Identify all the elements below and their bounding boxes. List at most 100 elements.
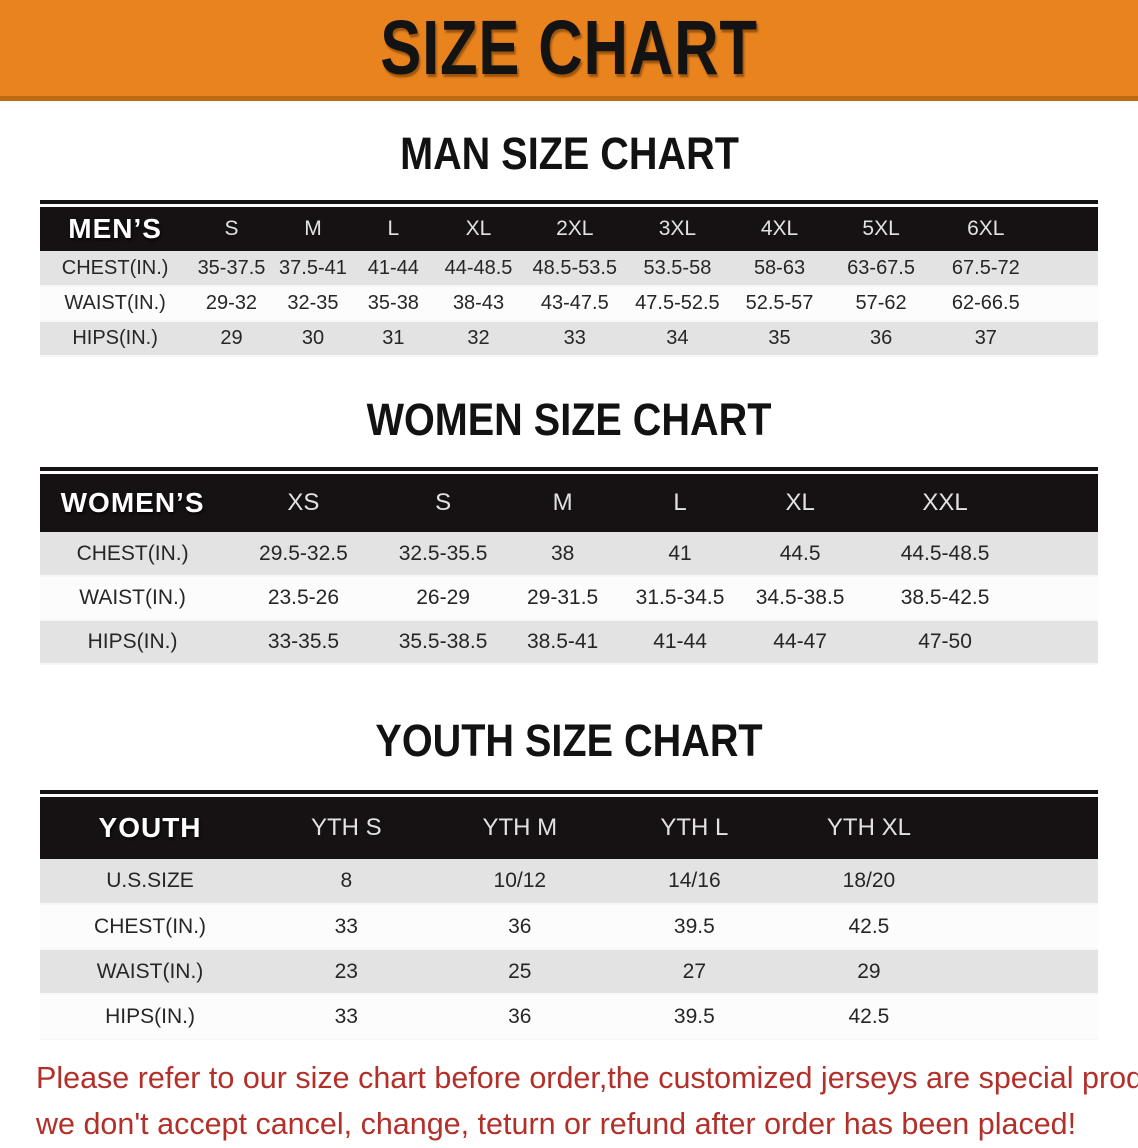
men-section-heading: MAN SIZE CHART xyxy=(0,128,1138,180)
youth-size-col-header: YTH L xyxy=(607,797,782,859)
table-row: HIPS(IN.) 33-35.5 35.5-38.5 38.5-41 41-4… xyxy=(40,620,1098,665)
size-cell: 39.5 xyxy=(607,904,782,950)
youth-header-row: YOUTH YTH S YTH M YTH L YTH XL xyxy=(40,797,1098,859)
size-cell: 58-63 xyxy=(728,251,831,287)
size-cell: 52.5-57 xyxy=(728,286,831,322)
row-spacer xyxy=(1029,576,1098,621)
size-cell: 53.5-58 xyxy=(626,251,729,287)
men-size-col-header: XL xyxy=(433,207,524,251)
table-row: WAIST(IN.) 29-32 32-35 35-38 38-43 43-47… xyxy=(40,286,1098,322)
row-label: WAIST(IN.) xyxy=(40,286,191,322)
women-size-col-header: L xyxy=(620,474,740,532)
size-cell: 32-35 xyxy=(272,286,354,322)
size-cell: 36 xyxy=(432,994,608,1040)
youth-size-col-header: YTH S xyxy=(260,797,433,859)
women-header-row: WOMEN’S XS S M L XL XXL xyxy=(40,474,1098,532)
size-cell: 8 xyxy=(260,859,433,905)
row-label: HIPS(IN.) xyxy=(40,620,226,665)
men-size-col-header: S xyxy=(190,207,273,251)
size-cell: 29 xyxy=(190,321,273,357)
size-cell: 33 xyxy=(260,994,433,1040)
table-row: CHEST(IN.) 33 36 39.5 42.5 xyxy=(40,904,1098,950)
size-cell: 33 xyxy=(523,321,627,357)
banner-title: SIZE CHART xyxy=(380,4,758,91)
women-size-col-header: XL xyxy=(739,474,861,532)
row-spacer xyxy=(1039,286,1098,322)
row-spacer xyxy=(1039,321,1098,357)
size-cell: 33-35.5 xyxy=(225,620,382,665)
men-size-col-header: L xyxy=(353,207,434,251)
size-cell: 30 xyxy=(272,321,354,357)
men-size-col-header: 5XL xyxy=(830,207,932,251)
women-size-col-header: XXL xyxy=(860,474,1030,532)
youth-section-heading-text: YOUTH SIZE CHART xyxy=(375,715,763,766)
women-table-topline xyxy=(40,467,1098,471)
size-cell: 29-32 xyxy=(190,286,273,322)
size-cell: 10/12 xyxy=(432,859,608,905)
table-row: CHEST(IN.) 35-37.5 37.5-41 41-44 44-48.5… xyxy=(40,251,1098,287)
size-cell: 23 xyxy=(260,949,433,995)
size-cell: 29-31.5 xyxy=(504,576,621,621)
size-cell: 32 xyxy=(433,321,524,357)
size-cell: 43-47.5 xyxy=(523,286,627,322)
size-cell: 67.5-72 xyxy=(931,251,1040,287)
size-cell: 42.5 xyxy=(781,904,957,950)
men-size-table: MEN’S S M L XL 2XL 3XL 4XL 5XL 6XL CHEST… xyxy=(40,207,1098,357)
size-cell: 44.5 xyxy=(739,532,861,577)
table-row: HIPS(IN.) 33 36 39.5 42.5 xyxy=(40,994,1098,1040)
size-cell: 41 xyxy=(620,532,740,577)
size-cell: 18/20 xyxy=(781,859,957,905)
women-section-heading: WOMEN SIZE CHART xyxy=(0,394,1138,446)
men-size-col-header: 3XL xyxy=(626,207,729,251)
row-spacer xyxy=(1029,620,1098,665)
youth-table-topline xyxy=(40,790,1098,794)
size-cell: 47-50 xyxy=(860,620,1030,665)
row-spacer xyxy=(956,949,1098,995)
youth-size-col-header: YTH M xyxy=(432,797,608,859)
size-cell: 36 xyxy=(432,904,608,950)
size-cell: 42.5 xyxy=(781,994,957,1040)
size-cell: 32.5-35.5 xyxy=(381,532,505,577)
size-cell: 57-62 xyxy=(830,286,932,322)
row-spacer xyxy=(1029,532,1098,577)
size-cell: 29.5-32.5 xyxy=(225,532,382,577)
size-cell: 33 xyxy=(260,904,433,950)
youth-size-table: YOUTH YTH S YTH M YTH L YTH XL U.S.SIZE … xyxy=(40,797,1098,1040)
size-cell: 63-67.5 xyxy=(830,251,932,287)
size-cell: 23.5-26 xyxy=(225,576,382,621)
men-size-col-header: M xyxy=(272,207,354,251)
size-cell: 35.5-38.5 xyxy=(381,620,505,665)
women-size-col-header: S xyxy=(381,474,505,532)
size-cell: 38.5-42.5 xyxy=(860,576,1030,621)
women-section-heading-text: WOMEN SIZE CHART xyxy=(366,394,772,445)
size-cell: 62-66.5 xyxy=(931,286,1040,322)
size-cell: 44-47 xyxy=(739,620,861,665)
size-cell: 38-43 xyxy=(433,286,524,322)
size-cell: 41-44 xyxy=(353,251,434,287)
size-cell: 31 xyxy=(353,321,434,357)
row-label: CHEST(IN.) xyxy=(40,532,226,577)
size-cell: 35-38 xyxy=(353,286,434,322)
men-header-row: MEN’S S M L XL 2XL 3XL 4XL 5XL 6XL xyxy=(40,207,1098,251)
size-cell: 38 xyxy=(504,532,621,577)
row-label: HIPS(IN.) xyxy=(40,321,191,357)
disclaimer-note: Please refer to our size chart before or… xyxy=(36,1056,1138,1148)
table-row: HIPS(IN.) 29 30 31 32 33 34 35 36 37 xyxy=(40,321,1098,357)
size-chart-banner: SIZE CHART xyxy=(0,0,1138,101)
size-cell: 35-37.5 xyxy=(190,251,273,287)
size-cell: 31.5-34.5 xyxy=(620,576,740,621)
size-cell: 37.5-41 xyxy=(272,251,354,287)
row-label: WAIST(IN.) xyxy=(40,949,261,995)
size-cell: 38.5-41 xyxy=(504,620,621,665)
men-section-heading-text: MAN SIZE CHART xyxy=(399,128,739,179)
women-size-table: WOMEN’S XS S M L XL XXL CHEST(IN.) 29.5-… xyxy=(40,474,1098,665)
men-table-topline xyxy=(40,200,1098,204)
youth-header-spacer xyxy=(956,797,1098,859)
table-row: CHEST(IN.) 29.5-32.5 32.5-35.5 38 41 44.… xyxy=(40,532,1098,577)
men-size-col-header: 6XL xyxy=(931,207,1040,251)
women-size-col-header: XS xyxy=(225,474,382,532)
size-cell: 25 xyxy=(432,949,608,995)
row-label: CHEST(IN.) xyxy=(40,251,191,287)
size-cell: 26-29 xyxy=(381,576,505,621)
size-cell: 34 xyxy=(626,321,729,357)
